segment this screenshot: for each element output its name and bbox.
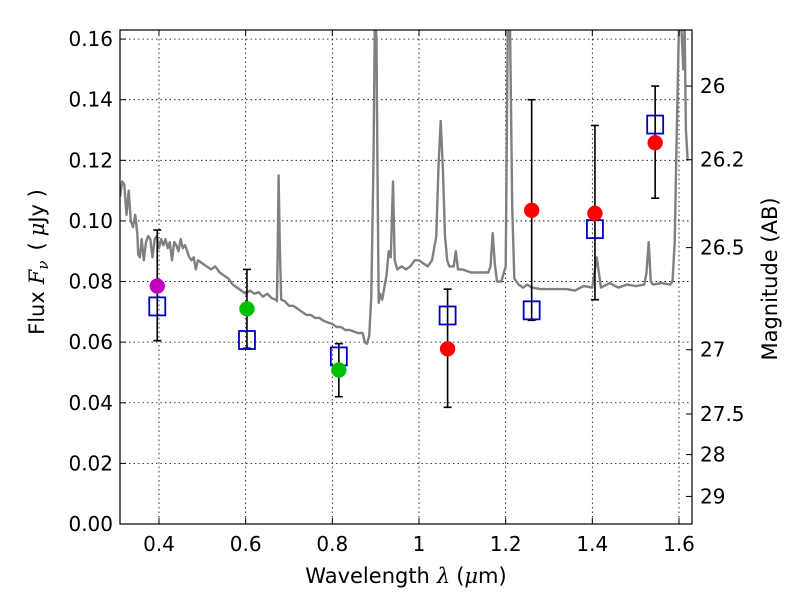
y2-tick-label: 26 <box>700 74 725 98</box>
observed-point <box>439 341 456 357</box>
y-tick-label: 0.06 <box>68 330 113 354</box>
y-tick-label: 0.08 <box>68 270 113 294</box>
observed-point <box>239 301 255 317</box>
y2-tick-label: 27 <box>700 338 725 362</box>
x-tick-label: 0.8 <box>316 532 348 556</box>
observed-point <box>523 202 540 219</box>
y-tick-label: 0.04 <box>68 391 113 415</box>
y2-axis-title: Magnitude (AB) <box>758 197 782 360</box>
model-square <box>148 296 167 317</box>
observed-point <box>149 278 166 294</box>
y-tick-label: 0.12 <box>68 148 113 172</box>
y2-tick-label: 26.2 <box>700 148 745 172</box>
y-tick-label: 0.02 <box>68 451 113 475</box>
errorbar-layer <box>153 85 660 409</box>
observed-point <box>647 134 663 151</box>
x-axis-title: Wavelength λ (μm) <box>305 564 506 588</box>
x-tick-label: 1.4 <box>576 532 608 556</box>
model-square <box>438 305 457 326</box>
model-photometry-layer <box>148 114 665 367</box>
x-tick-label: 0.6 <box>230 532 262 556</box>
y2-tick-label: 29 <box>700 484 725 508</box>
observed-point <box>331 362 347 378</box>
y2-tick-label: 27.5 <box>700 402 745 426</box>
y-tick-label: 0.00 <box>68 512 113 536</box>
observed-photometry-layer <box>149 134 663 378</box>
model-spectrum-line <box>120 30 689 345</box>
model-square <box>646 114 665 135</box>
y-axis-title: FluxFν(μJy ) <box>25 189 52 335</box>
x-tick-label: 1 <box>413 532 426 556</box>
y-tick-label: 0.16 <box>68 27 113 51</box>
x-tick-label: 1.6 <box>663 532 695 556</box>
model-square <box>522 300 541 321</box>
grid-layer <box>120 30 692 525</box>
plot-frame <box>119 29 693 525</box>
y2-tick-label: 28 <box>700 443 725 467</box>
y-tick-label: 0.14 <box>68 88 113 112</box>
model-square <box>238 330 256 350</box>
tick-layer: 0.4 0.6 0.8 1 1.2 1.4 1.6 0.00 0.02 0.04 0.06 0.08 0… <box>68 27 744 556</box>
y2-tick-label: 26.5 <box>700 236 745 260</box>
y-tick-label: 0.10 <box>68 209 113 233</box>
spectrum-layer <box>120 30 689 345</box>
observed-point <box>587 205 603 222</box>
x-tick-label: 1.2 <box>490 532 522 556</box>
x-tick-label: 0.4 <box>143 532 175 556</box>
